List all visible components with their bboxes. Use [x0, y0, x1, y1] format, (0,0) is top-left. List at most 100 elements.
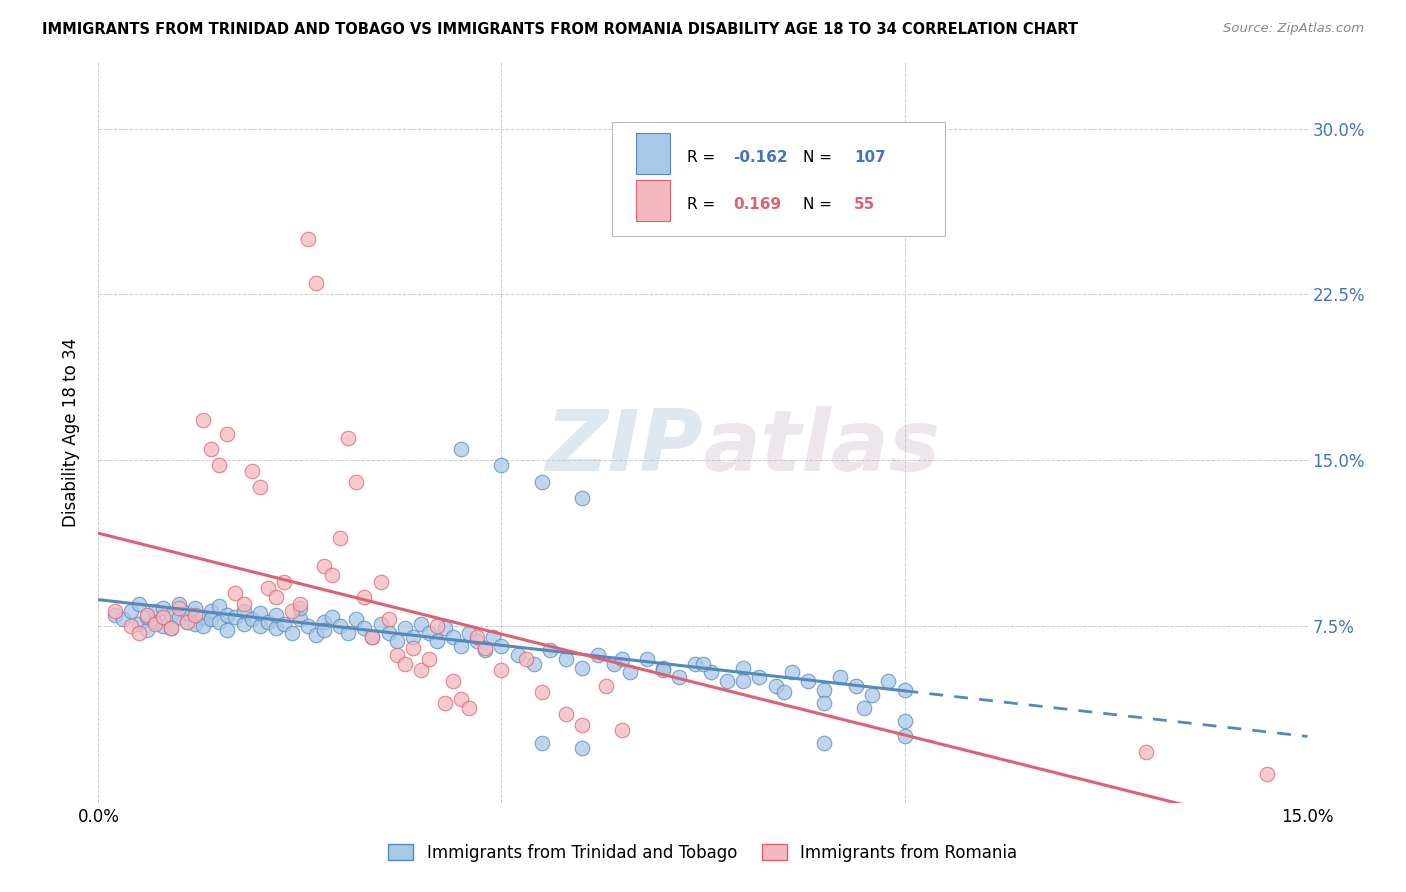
Point	[377, 625, 399, 640]
Point	[860, 688, 883, 702]
Point	[329, 619, 352, 633]
Point	[152, 610, 174, 624]
Point	[370, 616, 392, 631]
Point	[103, 607, 125, 622]
Point	[135, 624, 157, 638]
Point	[176, 606, 198, 620]
Point	[441, 630, 464, 644]
Point	[434, 621, 457, 635]
Point	[273, 616, 295, 631]
Point	[683, 657, 706, 671]
Point	[491, 639, 513, 653]
Point	[530, 475, 553, 490]
Point	[450, 442, 472, 457]
Point	[160, 607, 183, 622]
Point	[160, 621, 183, 635]
Point	[128, 625, 150, 640]
Point	[571, 661, 593, 675]
Point	[482, 630, 505, 644]
Point	[288, 601, 311, 615]
Point	[748, 670, 770, 684]
Point	[305, 277, 328, 291]
Point	[337, 431, 360, 445]
Point	[249, 606, 271, 620]
Point	[167, 597, 190, 611]
Text: 55: 55	[855, 196, 876, 211]
Point	[256, 615, 278, 629]
Point	[716, 674, 738, 689]
Point	[314, 615, 336, 629]
Point	[426, 619, 449, 633]
Point	[402, 630, 425, 644]
Point	[530, 685, 553, 699]
Point	[256, 582, 278, 596]
Point	[217, 426, 239, 441]
Point	[135, 607, 157, 622]
Point	[152, 619, 174, 633]
Point	[813, 683, 835, 698]
Point	[426, 634, 449, 648]
Point	[434, 697, 457, 711]
Point	[571, 718, 593, 732]
Text: IMMIGRANTS FROM TRINIDAD AND TOBAGO VS IMMIGRANTS FROM ROMANIA DISABILITY AGE 18: IMMIGRANTS FROM TRINIDAD AND TOBAGO VS I…	[42, 22, 1078, 37]
Point	[305, 628, 328, 642]
Point	[135, 610, 157, 624]
Point	[555, 652, 578, 666]
Point	[603, 657, 626, 671]
Point	[668, 670, 690, 684]
Point	[491, 458, 513, 472]
Point	[353, 591, 375, 605]
Point	[409, 616, 432, 631]
Point	[893, 683, 915, 698]
Point	[193, 619, 215, 633]
Y-axis label: Disability Age 18 to 34: Disability Age 18 to 34	[62, 338, 80, 527]
Point	[240, 464, 263, 478]
Point	[193, 610, 215, 624]
Point	[128, 597, 150, 611]
Point	[394, 657, 416, 671]
Point	[184, 616, 207, 631]
Point	[619, 665, 641, 680]
Text: N =: N =	[803, 196, 837, 211]
Point	[853, 700, 876, 714]
Point	[361, 630, 384, 644]
Point	[143, 616, 166, 631]
Point	[465, 630, 488, 644]
Point	[385, 648, 408, 662]
Point	[281, 625, 304, 640]
Point	[733, 661, 755, 675]
Point	[845, 679, 868, 693]
Point	[586, 648, 609, 662]
Point	[538, 643, 561, 657]
Point	[506, 648, 529, 662]
Point	[249, 480, 271, 494]
Text: N =: N =	[803, 150, 837, 164]
Point	[240, 612, 263, 626]
Point	[184, 607, 207, 622]
Point	[813, 736, 835, 750]
Point	[337, 625, 360, 640]
Point	[167, 610, 190, 624]
Text: atlas: atlas	[703, 406, 941, 489]
Point	[474, 643, 496, 657]
Point	[612, 723, 634, 737]
Point	[217, 607, 239, 622]
Point	[377, 612, 399, 626]
Point	[571, 740, 593, 755]
Point	[636, 652, 658, 666]
Point	[595, 679, 617, 693]
Point	[370, 574, 392, 589]
Point	[458, 700, 481, 714]
Point	[515, 652, 537, 666]
Point	[143, 603, 166, 617]
Point	[361, 630, 384, 644]
Point	[385, 634, 408, 648]
Point	[402, 641, 425, 656]
Point	[571, 491, 593, 505]
Point	[208, 615, 231, 629]
Text: ZIP: ZIP	[546, 406, 703, 489]
Point	[765, 679, 787, 693]
Point	[329, 531, 352, 545]
Point	[797, 674, 820, 689]
Point	[120, 619, 142, 633]
